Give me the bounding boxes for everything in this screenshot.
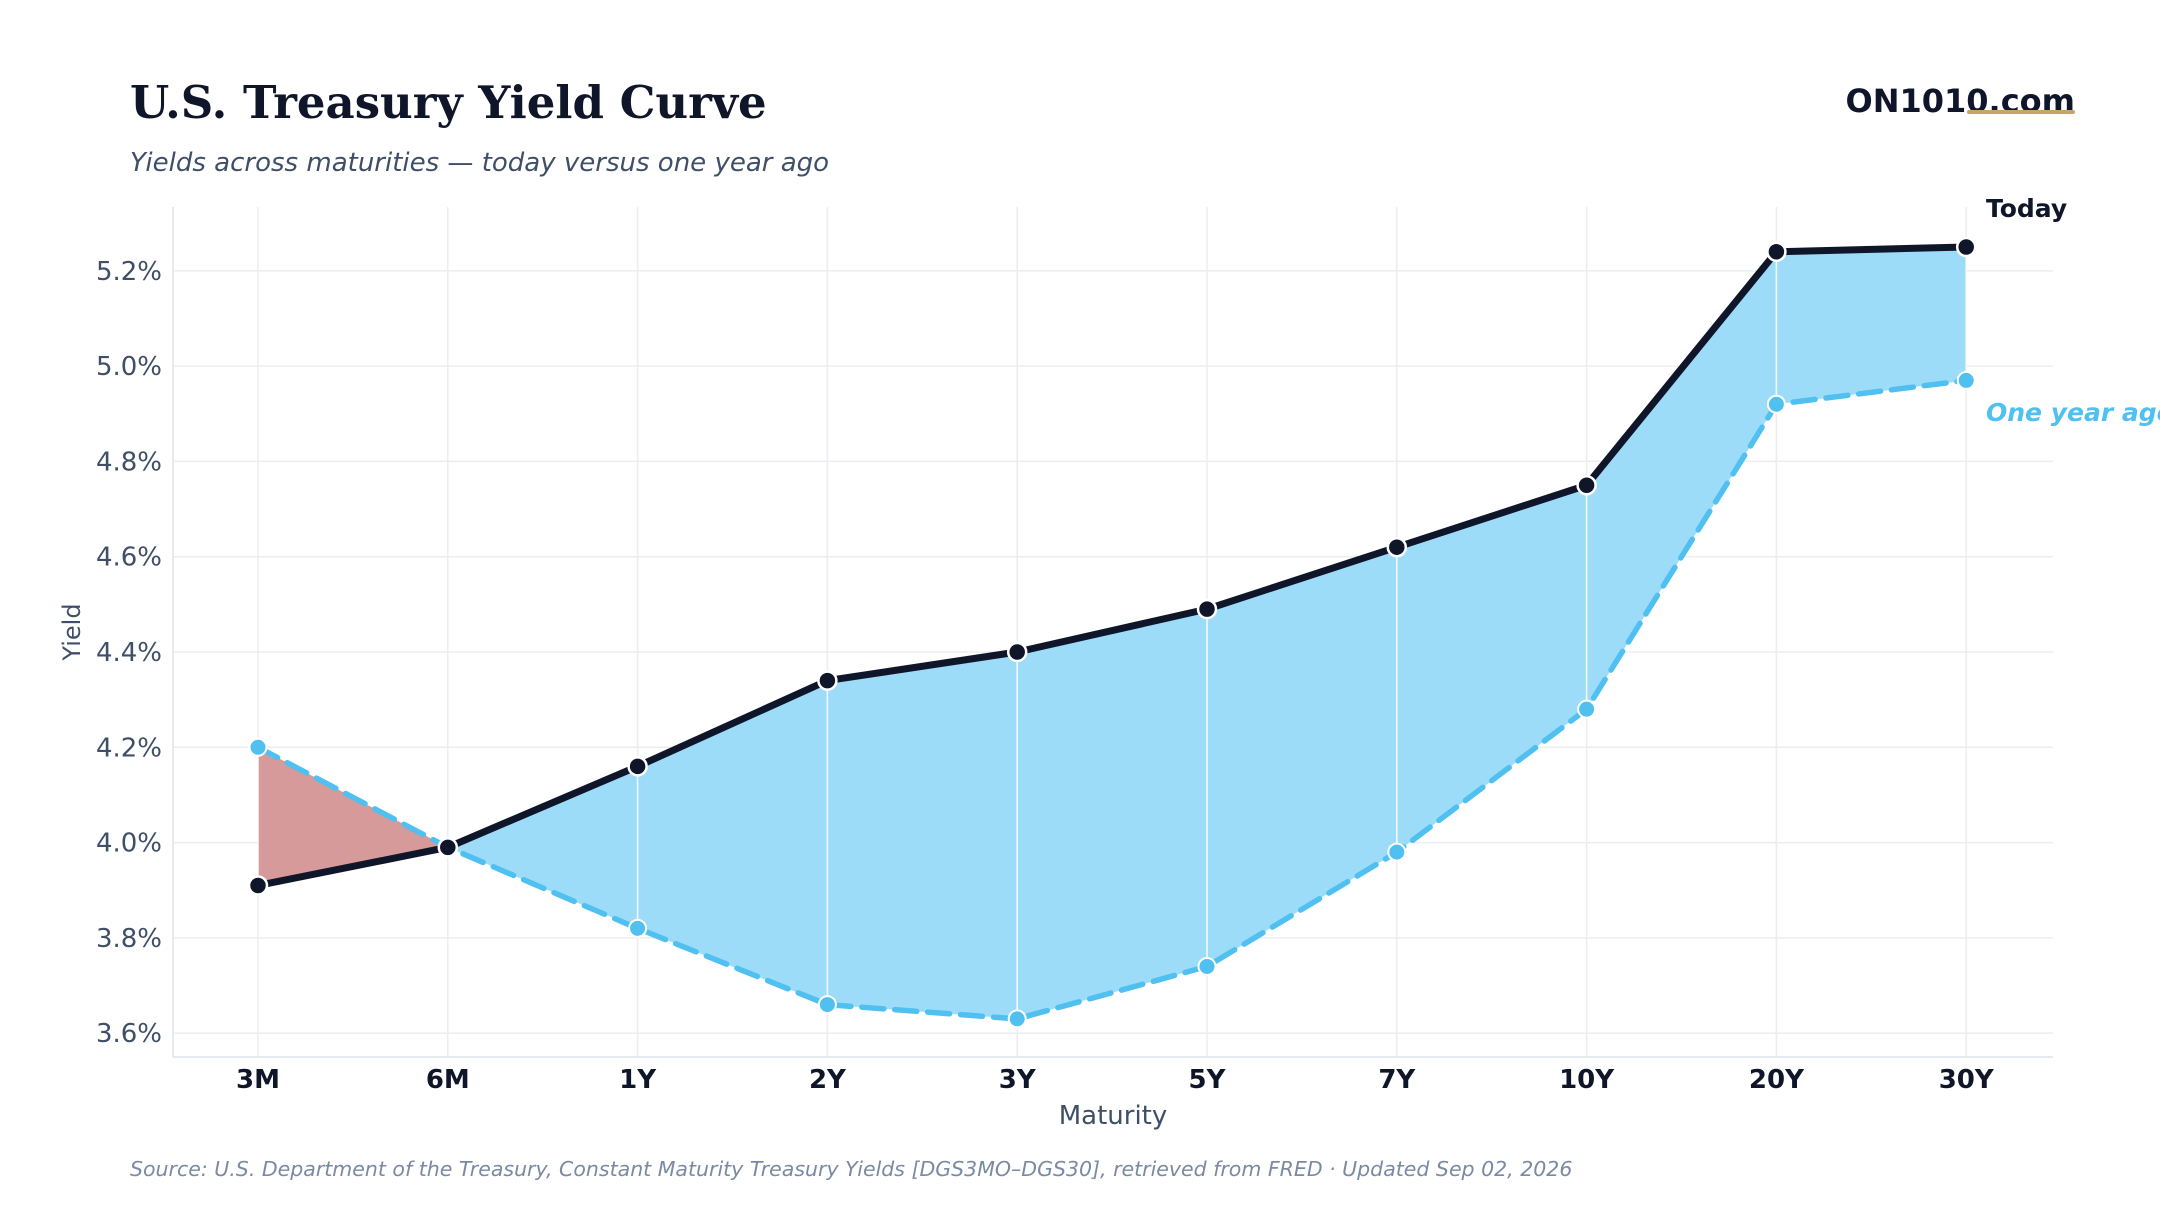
series-label-today: Today <box>1986 194 2067 223</box>
point-one-year-ago <box>1956 370 1976 390</box>
point-today <box>437 837 459 858</box>
label-layer: Today One year ago <box>1986 194 2160 427</box>
x-tick-label: 10Y <box>1559 1065 1615 1095</box>
point-one-year-ago <box>248 737 268 757</box>
x-tick-label: 7Y <box>1378 1065 1416 1095</box>
brand-underline <box>1967 110 2075 114</box>
y-tick-label: 5.2% <box>96 257 162 287</box>
x-tick-label: 3M <box>236 1065 280 1095</box>
x-tick-label: 5Y <box>1189 1065 1227 1095</box>
x-axis-title: Maturity <box>1059 1101 1168 1131</box>
y-tick-label: 4.8% <box>96 447 162 477</box>
x-tick-label: 30Y <box>1939 1065 1995 1095</box>
point-today <box>1766 241 1787 263</box>
x-tick-label: 6M <box>426 1065 470 1095</box>
point-one-year-ago <box>628 918 648 938</box>
axis-layer: 3.6% 3.8% 4.0% 4.2% 4.4% 4.6% 4.8% 5.0% 5.2% 3M 6M… <box>58 207 2053 1131</box>
x-tick-label: 1Y <box>619 1065 657 1095</box>
point-today <box>1955 236 1977 258</box>
vertical-guide-layer <box>257 247 1967 1019</box>
y-axis-title: Yield <box>58 603 86 661</box>
point-one-year-ago <box>1387 842 1407 862</box>
y-tick-label: 5.0% <box>96 352 162 382</box>
spread-area-inverted <box>258 747 448 886</box>
y-tick-label: 4.4% <box>96 638 162 668</box>
page-title: U.S. Treasury Yield Curve <box>130 76 767 129</box>
point-one-year-ago <box>1007 1009 1027 1029</box>
series-line-layer <box>254 243 1970 1022</box>
point-today <box>1386 536 1408 558</box>
point-one-year-ago <box>1766 394 1786 414</box>
point-today <box>627 756 648 777</box>
y-tick-label: 3.8% <box>96 924 162 954</box>
series-point-layer <box>247 236 1977 1029</box>
point-one-year-ago <box>817 995 837 1015</box>
x-tick-label: 20Y <box>1749 1065 1805 1095</box>
series-line-today <box>254 243 1970 889</box>
x-tick-label: 3Y <box>999 1065 1037 1095</box>
y-tick-label: 3.6% <box>96 1019 162 1049</box>
x-tick-label: 2Y <box>809 1065 847 1095</box>
y-tick-label: 4.0% <box>96 829 162 859</box>
point-today <box>1576 475 1597 496</box>
point-one-year-ago <box>1577 699 1597 719</box>
series-label-one-year-ago: One year ago <box>1986 398 2160 427</box>
y-tick-label: 4.6% <box>96 543 162 573</box>
series-line-one-year-ago <box>255 377 1969 1022</box>
page-subtitle: Yields across maturities — today versus … <box>130 148 830 178</box>
source-note: Source: U.S. Department of the Treasury,… <box>130 1157 1573 1181</box>
brand-logo: ON1010.com <box>1845 82 2076 120</box>
point-today <box>1006 641 1028 663</box>
point-one-year-ago <box>1197 956 1217 976</box>
y-tick-label: 4.2% <box>96 733 162 763</box>
point-today <box>247 875 269 896</box>
point-today <box>817 670 838 691</box>
point-today <box>1196 598 1218 620</box>
